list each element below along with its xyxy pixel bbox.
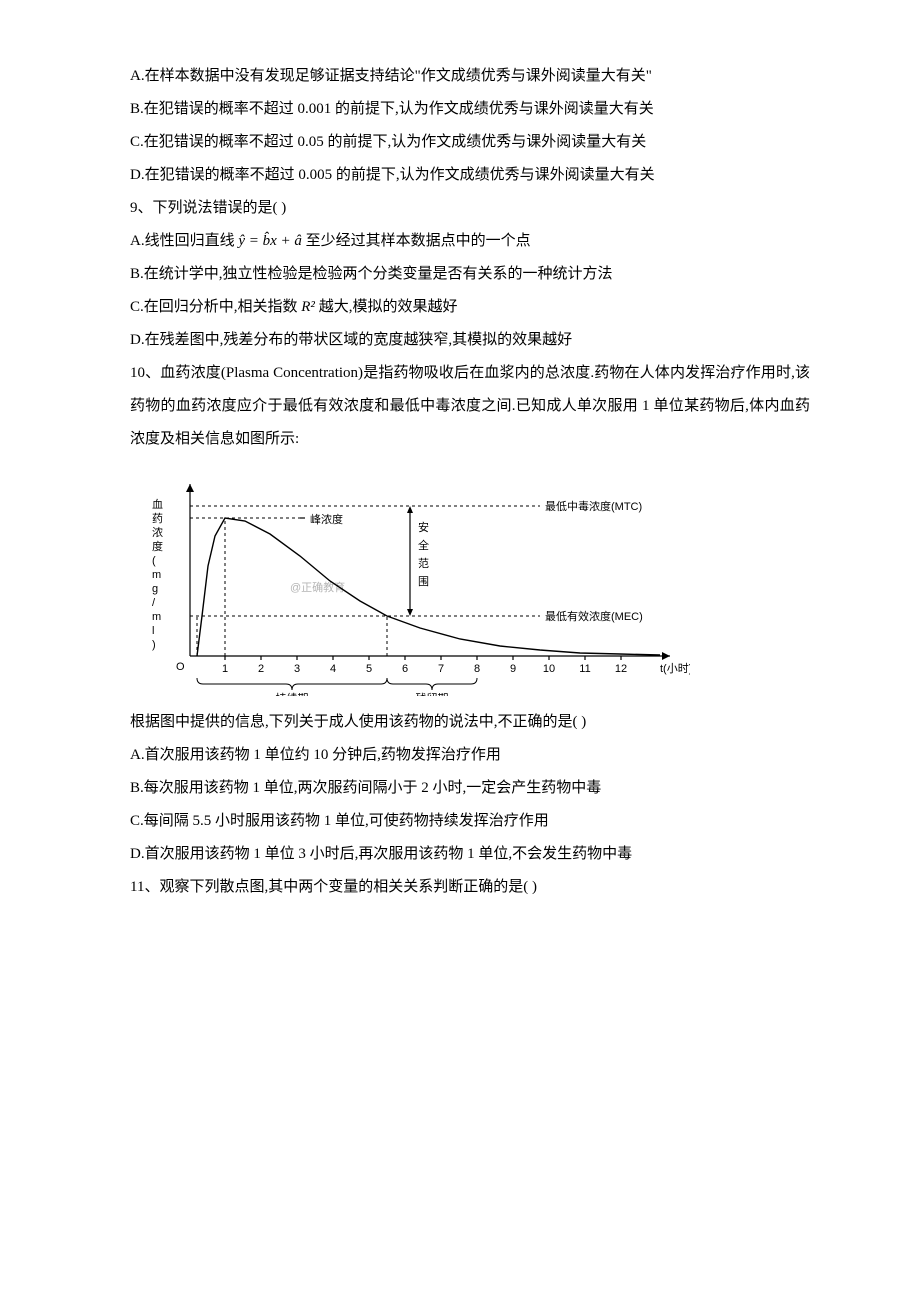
svg-text:安: 安 [418,520,429,534]
svg-text:最低有效浓度(MEC): 最低有效浓度(MEC) [545,609,643,623]
text-pre: A.线性回归直线 [130,233,238,249]
svg-text:10: 10 [543,663,555,675]
option-d-3: D.首次服用该药物 1 单位 3 小时后,再次服用该药物 1 单位,不会发生药物… [130,838,810,871]
option-b-3: B.每次服用该药物 1 单位,两次服药间隔小于 2 小时,一定会产生药物中毒 [130,772,810,805]
svg-text:6: 6 [402,663,408,675]
svg-text:9: 9 [510,663,516,675]
svg-text:8: 8 [474,663,480,675]
question-10: 10、血药浓度(Plasma Concentration)是指药物吸收后在血浆内… [130,357,810,456]
option-c-3: C.每间隔 5.5 小时服用该药物 1 单位,可使药物持续发挥治疗作用 [130,805,810,838]
svg-text:g: g [152,583,158,595]
svg-text:峰浓度: 峰浓度 [310,512,343,526]
option-d-1: D.在犯错误的概率不超过 0.005 的前提下,认为作文成绩优秀与课外阅读量大有… [130,159,810,192]
plasma-concentration-chart: O血药浓度(mg/ml)t(小时)123456789101112最低中毒浓度(M… [130,466,810,696]
svg-text:l: l [152,625,154,637]
option-a-3: A.首次服用该药物 1 单位约 10 分钟后,药物发挥治疗作用 [130,739,810,772]
option-b-2: B.在统计学中,独立性检验是检验两个分类变量是否有关系的一种统计方法 [130,258,810,291]
svg-text:1: 1 [222,663,228,675]
regression-formula: ŷ = b̂x + â [238,233,302,249]
svg-text:残留期: 残留期 [416,691,449,696]
r-squared: R² [301,299,315,315]
svg-text:@正确教育: @正确教育 [290,580,345,594]
svg-text:最低中毒浓度(MTC): 最低中毒浓度(MTC) [545,499,642,513]
svg-text:/: / [152,597,156,609]
svg-text:持续期: 持续期 [276,691,309,696]
option-c-2: C.在回归分析中,相关指数 R² 越大,模拟的效果越好 [130,291,810,324]
text-post: 越大,模拟的效果越好 [315,299,458,315]
svg-text:全: 全 [418,538,429,552]
svg-text:m: m [152,611,161,623]
svg-text:3: 3 [294,663,300,675]
option-c-1: C.在犯错误的概率不超过 0.05 的前提下,认为作文成绩优秀与课外阅读量大有关 [130,126,810,159]
svg-text:药: 药 [152,512,163,525]
svg-text:m: m [152,569,161,581]
svg-text:t(小时): t(小时) [660,662,690,675]
svg-text:度: 度 [152,539,163,553]
svg-text:范: 范 [418,556,429,570]
svg-text:O: O [176,661,185,673]
svg-text:11: 11 [579,663,590,675]
svg-text:7: 7 [438,663,444,675]
svg-text:浓: 浓 [152,526,163,539]
svg-text:围: 围 [418,575,429,588]
option-d-2: D.在残差图中,残差分布的带状区域的宽度越狭窄,其模拟的效果越好 [130,324,810,357]
svg-text:): ) [152,639,156,651]
text-pre: C.在回归分析中,相关指数 [130,299,301,315]
svg-text:5: 5 [366,663,372,675]
chart-svg: O血药浓度(mg/ml)t(小时)123456789101112最低中毒浓度(M… [130,466,690,696]
svg-text:4: 4 [330,663,336,675]
question-9: 9、下列说法错误的是( ) [130,192,810,225]
option-a-2: A.线性回归直线 ŷ = b̂x + â 至少经过其样本数据点中的一个点 [130,225,810,258]
svg-text:2: 2 [258,663,264,675]
option-a-1: A.在样本数据中没有发现足够证据支持结论"作文成绩优秀与课外阅读量大有关" [130,60,810,93]
question-11: 11、观察下列散点图,其中两个变量的相关关系判断正确的是( ) [130,871,810,904]
svg-text:12: 12 [615,663,627,675]
text-post: 至少经过其样本数据点中的一个点 [302,233,531,249]
option-b-1: B.在犯错误的概率不超过 0.001 的前提下,认为作文成绩优秀与课外阅读量大有… [130,93,810,126]
svg-text:血: 血 [152,497,163,511]
question-10-tail: 根据图中提供的信息,下列关于成人使用该药物的说法中,不正确的是( ) [130,706,810,739]
svg-text:(: ( [152,555,156,567]
